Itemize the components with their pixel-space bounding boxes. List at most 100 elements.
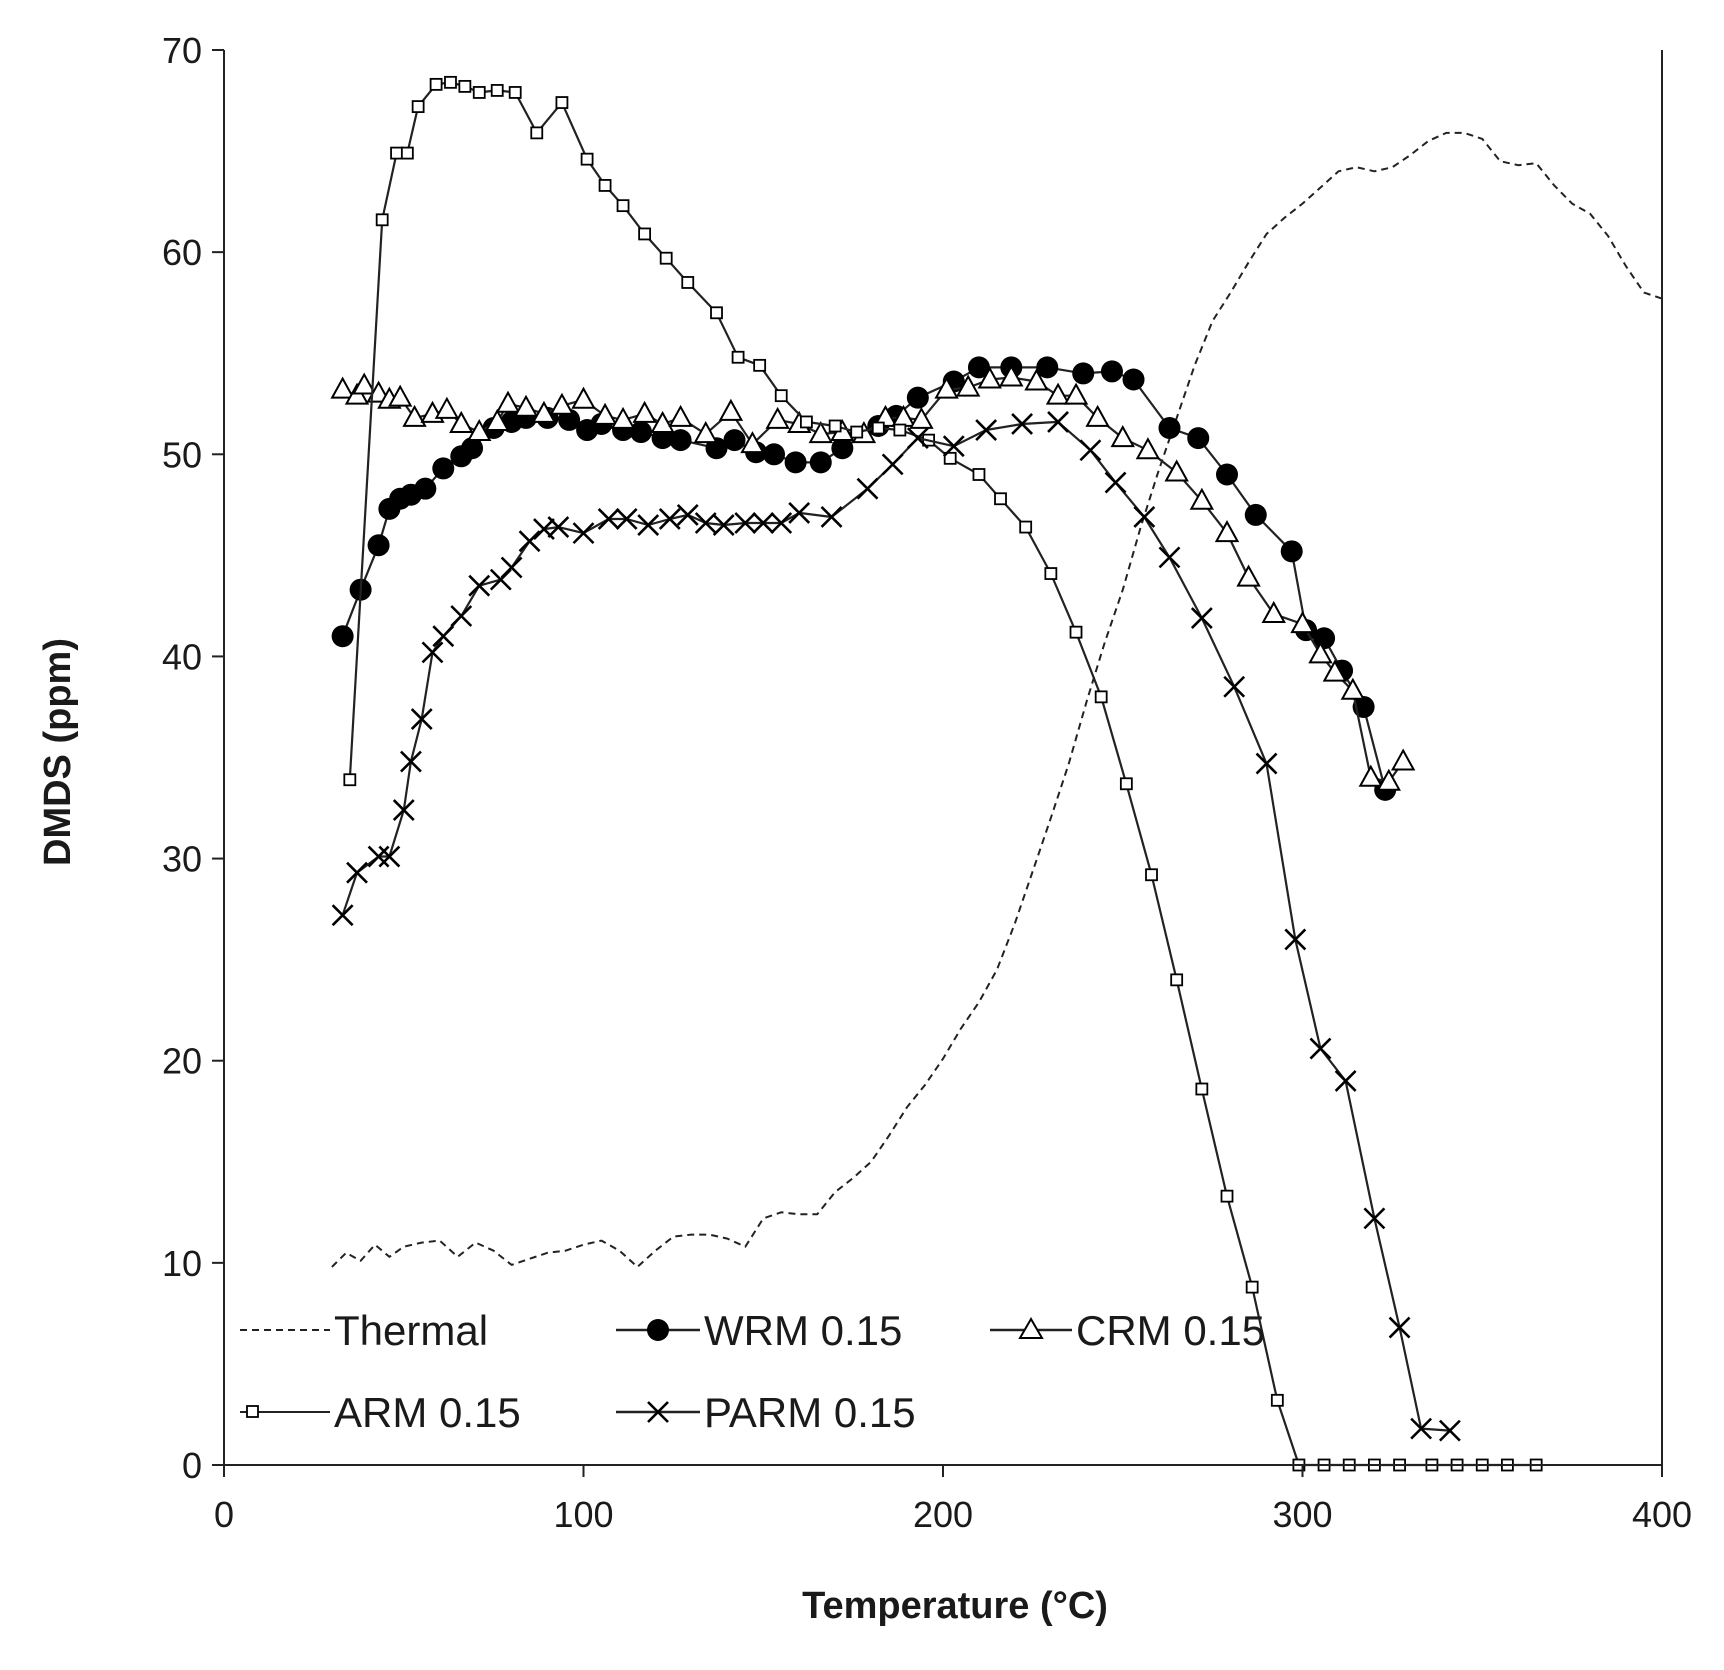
data-point-wrm — [763, 443, 786, 466]
data-point-parm — [676, 504, 699, 526]
data-point-crm — [513, 394, 539, 417]
legend-entry-parm: PARM 0.15 — [616, 1389, 916, 1436]
data-point-parm — [1255, 752, 1278, 775]
data-point-crm — [1085, 404, 1110, 427]
data-point-parm — [881, 453, 904, 476]
x-tick-label: 200 — [913, 1494, 973, 1535]
y-tick-label: 70 — [162, 30, 202, 71]
data-point-arm — [1019, 520, 1033, 534]
data-point-parm — [468, 574, 491, 597]
y-tick-label: 0 — [182, 1445, 202, 1486]
data-point-arm — [598, 179, 612, 192]
legend-entry-wrm: WRM 0.15 — [616, 1307, 902, 1354]
data-point-wrm — [432, 457, 455, 480]
series-parm — [331, 411, 1461, 1442]
data-point-crm — [808, 421, 833, 444]
data-point-arm — [850, 425, 864, 439]
data-point-parm — [734, 512, 757, 534]
data-point-parm — [421, 641, 444, 664]
legend-marker-parm — [647, 1401, 669, 1423]
data-point-crm — [330, 376, 355, 399]
data-point-crm — [387, 384, 413, 407]
data-point-crm — [1290, 611, 1315, 634]
data-point-crm — [718, 398, 744, 421]
data-point-parm — [856, 477, 879, 500]
data-point-wrm — [1100, 360, 1123, 383]
y-tick-label: 10 — [162, 1243, 202, 1284]
legend-label-parm: PARM 0.15 — [704, 1389, 916, 1436]
data-point-arm — [893, 423, 907, 437]
x-tick-label: 400 — [1632, 1494, 1692, 1535]
data-point-parm — [1223, 675, 1246, 698]
data-point-crm — [977, 366, 1002, 389]
series-layer — [330, 75, 1663, 1472]
data-point-parm — [1284, 928, 1307, 951]
data-point-arm — [1270, 1393, 1284, 1407]
data-point-crm — [352, 372, 377, 395]
legend-label-arm: ARM 0.15 — [334, 1389, 521, 1436]
data-point-wrm — [906, 386, 929, 409]
data-point-parm — [658, 508, 681, 530]
data-point-wrm — [967, 356, 990, 379]
data-point-parm — [770, 512, 793, 534]
data-point-arm — [555, 96, 569, 109]
data-point-arm — [828, 419, 842, 433]
ticks-layer: 0 10 20 30 40 50 60 70 0 100 200 300 400 — [162, 30, 1692, 1535]
y-tick-label: 30 — [162, 839, 202, 880]
data-point-parm — [820, 506, 843, 528]
data-point-crm — [1322, 659, 1348, 682]
data-point-parm — [597, 508, 620, 530]
data-point-crm — [1214, 520, 1240, 543]
data-point-crm — [999, 364, 1024, 387]
data-point-crm — [1340, 677, 1366, 700]
data-point-wrm — [1313, 627, 1336, 650]
legend-entry-thermal: Thermal — [240, 1307, 488, 1354]
data-point-arm — [375, 213, 389, 227]
data-point-arm — [1044, 567, 1058, 580]
data-point-parm — [1410, 1417, 1433, 1440]
data-point-arm — [1195, 1082, 1209, 1096]
data-point-arm — [400, 146, 414, 160]
data-point-crm — [1164, 459, 1189, 482]
y-axis-title: DMDS (ppm) — [37, 638, 79, 866]
data-point-arm — [1094, 690, 1108, 704]
data-point-parm — [1363, 1207, 1386, 1230]
data-point-parm — [331, 904, 354, 927]
data-point-crm — [955, 374, 981, 397]
data-point-crm — [495, 390, 521, 413]
data-point-crm — [549, 392, 575, 415]
data-point-crm — [1261, 600, 1286, 623]
series-line-thermal — [331, 131, 1663, 1268]
data-point-arm — [972, 468, 986, 481]
data-point-parm — [1334, 1070, 1357, 1092]
data-point-parm — [572, 522, 595, 545]
data-point-parm — [1104, 471, 1127, 494]
legend-marker-crm — [1018, 1317, 1044, 1339]
data-point-crm — [1135, 437, 1161, 460]
data-point-arm — [871, 421, 885, 435]
data-point-wrm — [669, 429, 692, 452]
data-point-crm — [434, 396, 460, 419]
data-point-wrm — [809, 451, 832, 474]
data-point-arm — [1220, 1189, 1234, 1203]
data-point-crm — [1236, 564, 1261, 587]
data-point-crm — [765, 406, 790, 429]
data-point-parm — [1158, 546, 1181, 569]
x-tick-label: 100 — [553, 1494, 613, 1535]
data-point-parm — [712, 514, 735, 536]
data-point-wrm — [414, 477, 437, 500]
legend-label-crm: CRM 0.15 — [1076, 1307, 1265, 1354]
data-point-wrm — [461, 437, 484, 460]
data-point-wrm — [1158, 417, 1181, 440]
data-point-arm — [411, 100, 425, 113]
data-point-crm — [668, 404, 693, 427]
legend-entry-arm: ARM 0.15 — [240, 1389, 521, 1436]
data-point-crm — [740, 431, 765, 454]
legend-entry-crm: CRM 0.15 — [990, 1307, 1265, 1354]
y-tick-label: 60 — [162, 232, 202, 273]
data-point-parm — [518, 530, 541, 553]
y-tick-label: 20 — [162, 1041, 202, 1082]
data-point-parm — [942, 435, 965, 458]
